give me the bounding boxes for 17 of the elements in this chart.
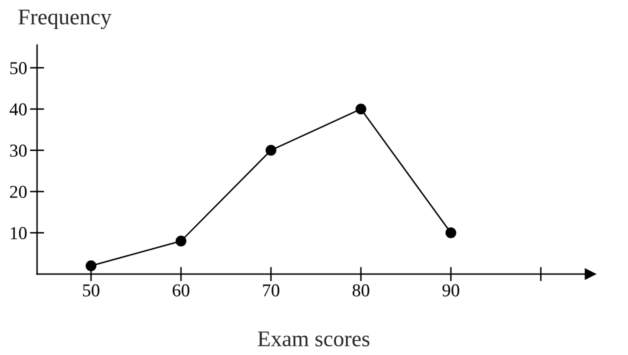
x-axis-title: Exam scores: [258, 332, 370, 346]
x-tick-label: 50: [83, 284, 100, 296]
point: [266, 144, 276, 156]
y-tick-label: 30: [10, 144, 27, 157]
x-tick-label: 60: [172, 284, 190, 296]
y-tick-label: 20: [10, 186, 27, 198]
y-tick-label: 50: [10, 62, 27, 74]
x-tick-label: 80: [352, 284, 370, 296]
y-tick-label: 40: [10, 103, 27, 116]
point: [356, 104, 366, 114]
point: [446, 227, 456, 238]
y-axis-title: Frequency: [18, 10, 112, 30]
x-tick-label: 90: [442, 284, 460, 296]
x-tick-label: 70: [263, 284, 280, 296]
point: [176, 236, 186, 246]
point: [86, 260, 96, 272]
y-tick-label: 10: [10, 227, 27, 240]
